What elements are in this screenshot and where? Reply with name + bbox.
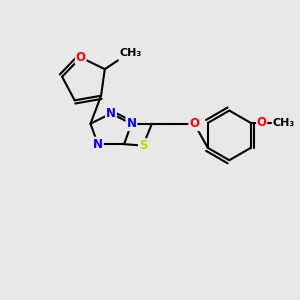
- Text: O: O: [257, 116, 267, 130]
- Text: CH₃: CH₃: [273, 118, 295, 128]
- Text: S: S: [139, 139, 147, 152]
- Text: N: N: [106, 107, 116, 120]
- Text: N: N: [126, 117, 136, 130]
- Text: O: O: [189, 117, 199, 130]
- Text: N: N: [93, 138, 103, 151]
- Text: CH₃: CH₃: [120, 48, 142, 58]
- Text: O: O: [76, 51, 86, 64]
